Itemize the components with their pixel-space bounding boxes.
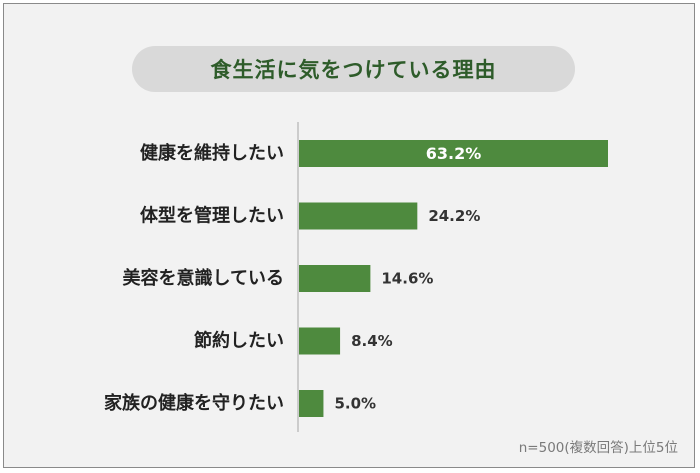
category-label-2: 体型を管理したい: [140, 205, 284, 227]
value-label-5: 5.0%: [334, 395, 376, 413]
bar-5: [299, 390, 324, 417]
chart-frame: 食生活に気をつけている理由: [3, 3, 695, 468]
category-label-1: 健康を維持したい: [140, 142, 284, 164]
bar-3: [299, 265, 371, 292]
category-label-5: 家族の健康を守りたい: [104, 392, 284, 414]
chart-title: 食生活に気をつけている理由: [210, 58, 497, 82]
value-label-3: 14.6%: [381, 270, 433, 288]
bar-1: [299, 140, 608, 167]
value-label-1: 63.2%: [426, 144, 482, 163]
category-label-4: 節約したい: [194, 330, 284, 352]
category-label-3: 美容を意識している: [123, 267, 284, 289]
title-pill: 食生活に気をつけている理由: [132, 46, 575, 92]
bar-2: [299, 202, 418, 230]
value-label-4: 8.4%: [351, 332, 393, 350]
bar-4: [299, 327, 341, 355]
sample-note: n=500(複数回答)上位5位: [518, 440, 678, 456]
value-label-2: 24.2%: [428, 207, 480, 225]
